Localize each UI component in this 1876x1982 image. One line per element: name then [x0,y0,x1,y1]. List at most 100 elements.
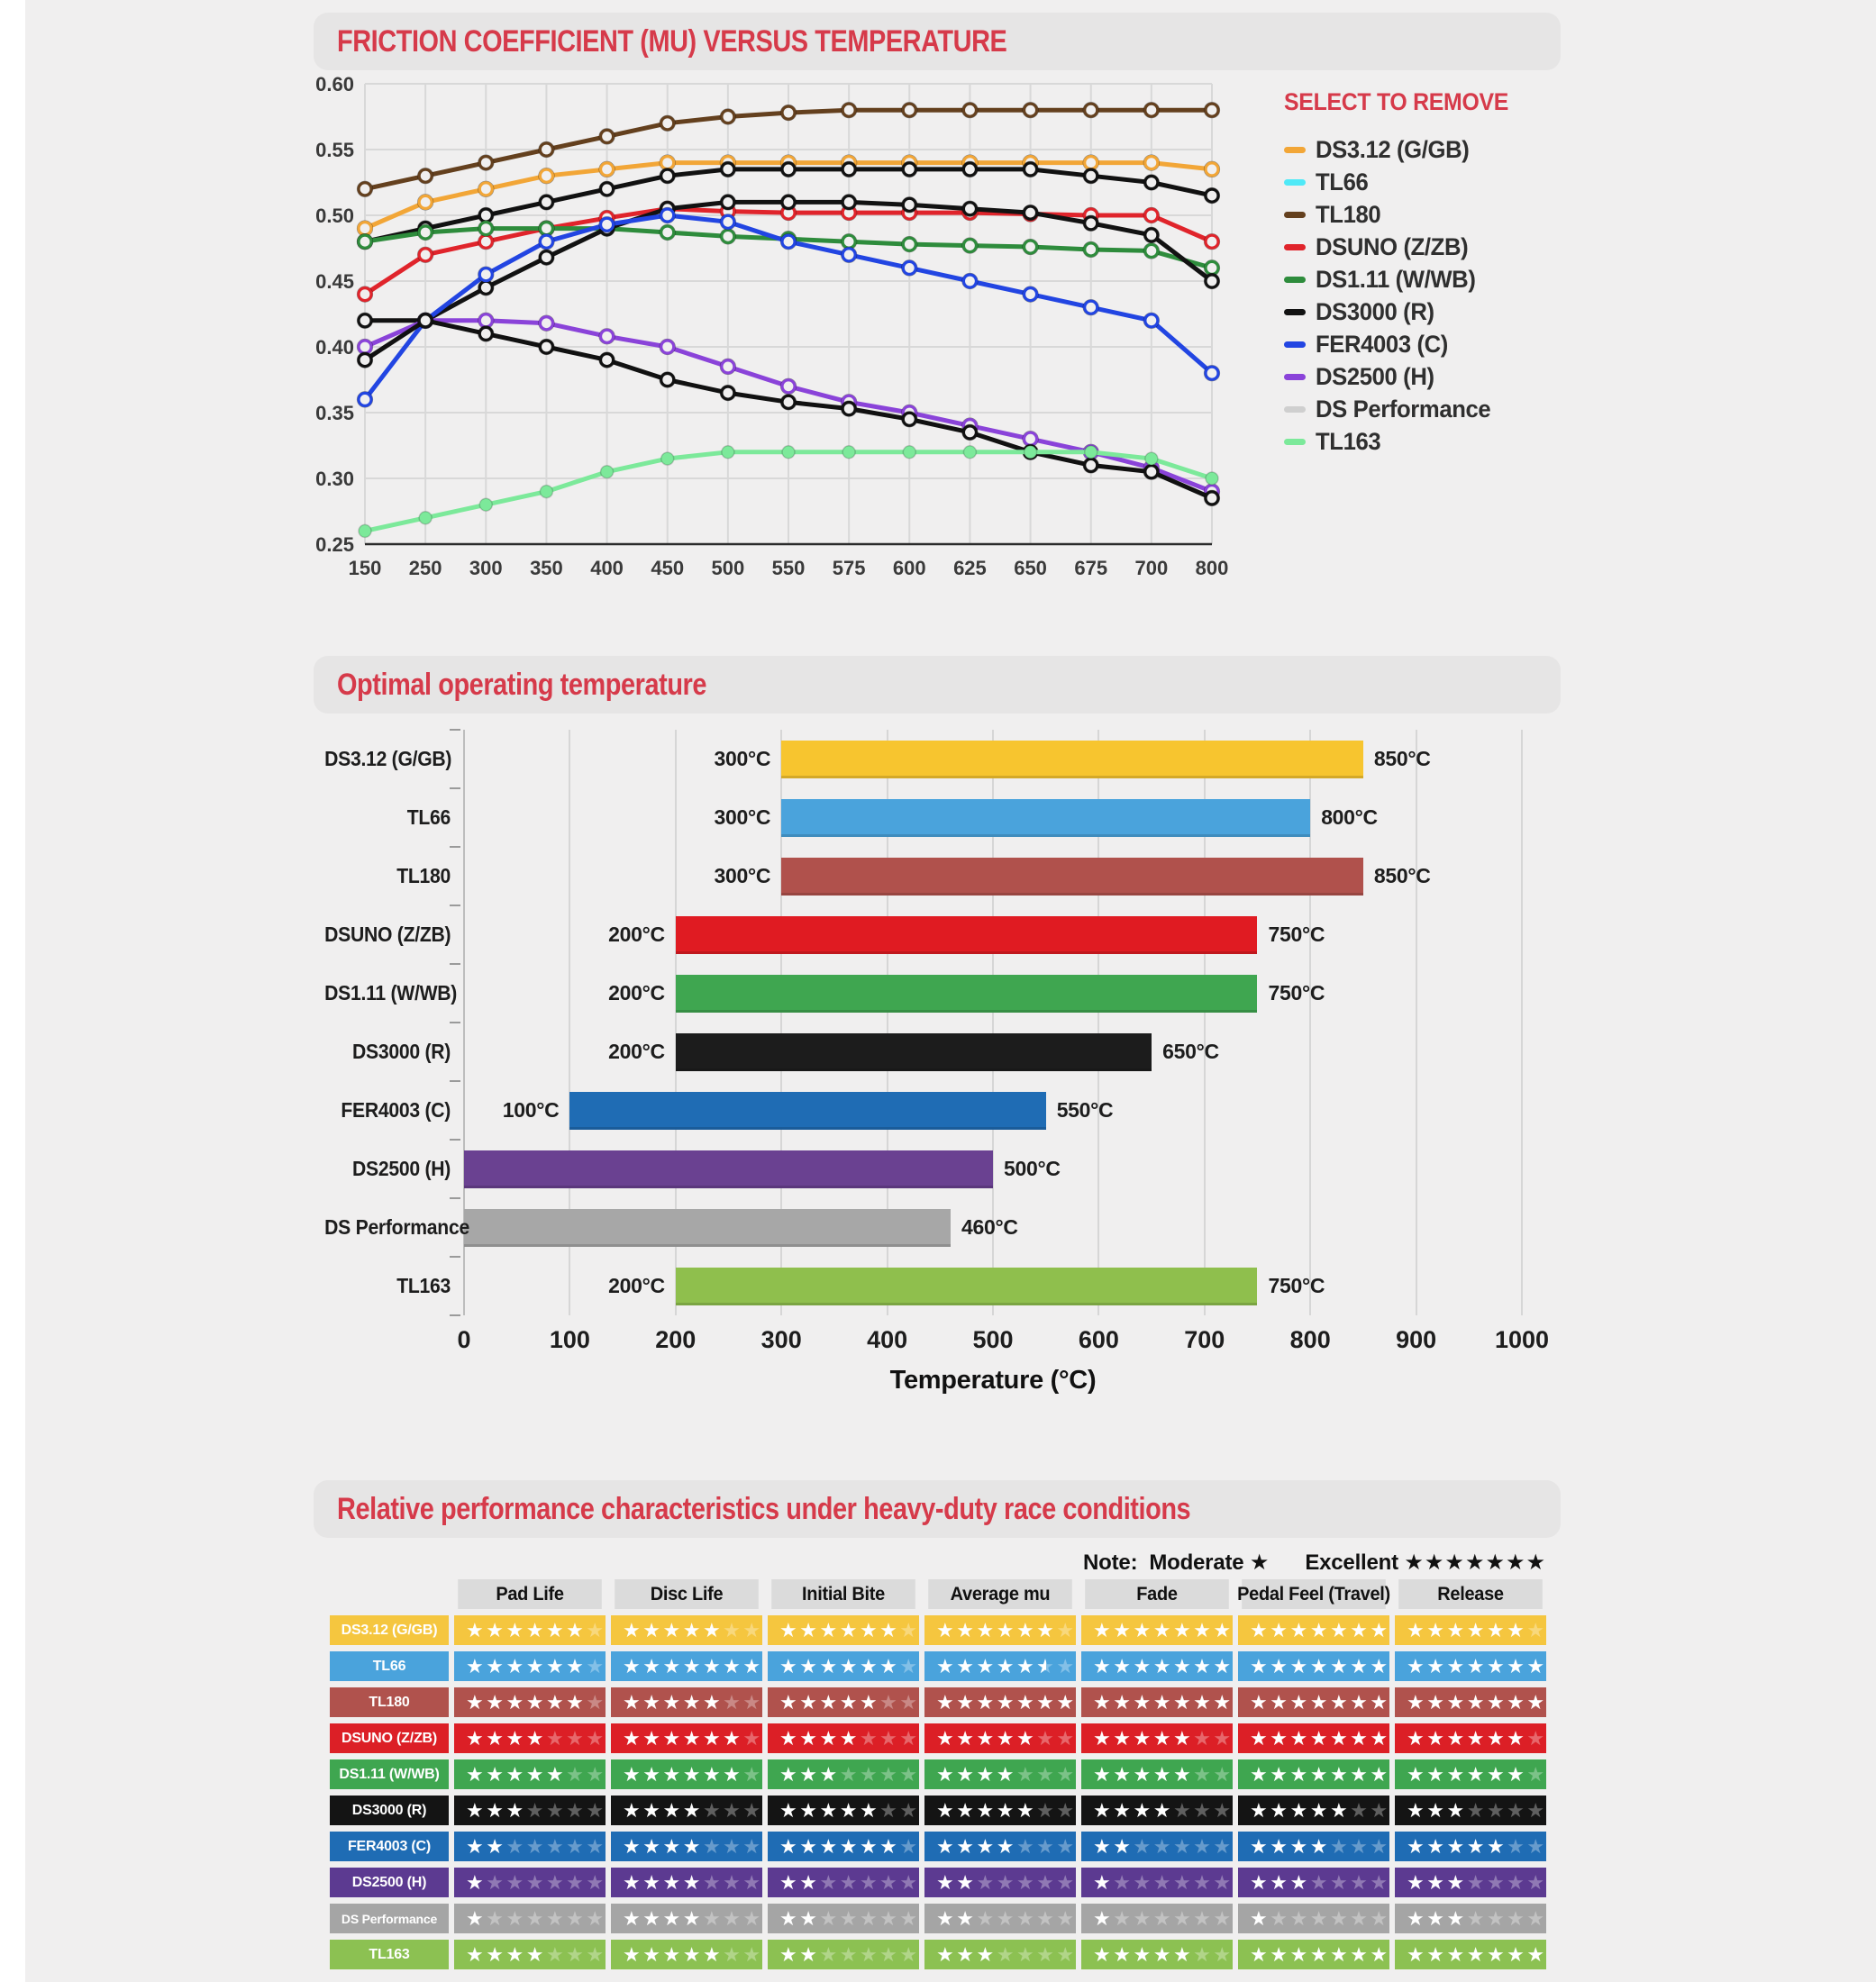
star-icon: ★ [1213,1690,1232,1714]
rating-cell-TL66-Release: ★ ★ ★ ★ ★ ★ ★ [1395,1651,1546,1681]
x-tick-label: 625 [953,557,987,579]
x-tick-label: 450 [651,557,684,579]
star-icon: ★ [642,1834,660,1858]
star-icon: ★ [702,1618,721,1641]
star-icon: ★ [1446,1618,1465,1641]
star-icon: ★ [742,1870,761,1894]
star-icon: ★ [466,1762,484,1786]
bar-gridline [569,730,571,1315]
rating-cell-TL66-Pad Life: ★ ★ ★ ★ ★ ★ ★ [454,1651,606,1681]
star-icon: ★ [525,1762,544,1786]
star-icon: ★ [996,1726,1015,1750]
star-icon: ★ [505,1870,524,1894]
legend-item-DS3000 (R)[interactable]: DS3000 (R) [1284,297,1581,325]
legend-item-label: DS3000 (R) [1316,297,1434,325]
legend-item-FER4003 (C)[interactable]: FER4003 (C) [1284,331,1581,358]
star-icon: ★ [525,1834,544,1858]
star-icon: ★ [1407,1726,1425,1750]
star-icon: ★ [1526,1798,1545,1822]
star-icon: ★ [1446,1690,1465,1714]
star-icon: ★ [623,1762,641,1786]
rating-scale-note: Note: Moderate ★ Excellent ★★★★★★★ [1083,1550,1546,1576]
rating-cell-FER4003 (C)-Pad Life: ★ ★ ★ ★ ★ ★ ★ [454,1832,606,1861]
star-icon: ★ [1213,1906,1232,1930]
bar-y-tick [450,729,460,731]
bar-end-value: 550°C [1056,1097,1114,1122]
legend-item-DS3.12 (G/GB)[interactable]: DS3.12 (G/GB) [1284,136,1581,163]
rating-cell-TL180-Fade: ★ ★ ★ ★ ★ ★ ★ [1081,1687,1233,1717]
star-icon: ★ [1466,1906,1485,1930]
star-icon: ★ [486,1654,504,1677]
legend-item-TL66[interactable]: TL66 [1284,168,1581,195]
table-header-Average mu: Average mu [928,1579,1072,1609]
star-icon: ★ [1250,1726,1268,1750]
star-icon: ★ [779,1762,797,1786]
table-row-label-DS Performance: DS Performance [330,1904,449,1933]
star-icon: ★ [1350,1618,1368,1641]
star-icon: ★ [1036,1798,1054,1822]
line-chart-legend: SELECT TO REMOVE DS3.12 (G/GB) TL66 TL180 D… [1284,88,1581,462]
legend-item-TL163[interactable]: TL163 [1284,428,1581,455]
star-icon: ★ [799,1762,817,1786]
bar-x-tick-label: 400 [867,1326,908,1353]
star-icon: ★ [1093,1618,1111,1641]
rating-cell-DSUNO (Z/ZB)-Initial Bite: ★ ★ ★ ★ ★ ★ ★ [768,1723,919,1753]
bar-start-value: 300°C [714,863,771,887]
legend-item-DS1.11 (W/WB)[interactable]: DS1.11 (W/WB) [1284,266,1581,293]
legend-item-DS Performance[interactable]: DS Performance [1284,395,1581,423]
star-icon: ★ [742,1798,761,1822]
rating-cell-TL163-Pedal Feel (Travel): ★ ★ ★ ★ ★ ★ ★ [1238,1940,1389,1969]
star-icon: ★ [879,1762,897,1786]
star-icon: ★ [1507,1906,1525,1930]
star-icon: ★ [642,1726,660,1750]
legend-item-DS2500 (H)[interactable]: DS2500 (H) [1284,363,1581,390]
bar-y-tick [450,1197,460,1199]
star-icon: ★ [1329,1870,1348,1894]
star-icon: ★ [1113,1942,1131,1966]
star-icon: ★ [1172,1870,1191,1894]
star-icon: ★ [1507,1942,1525,1966]
star-icon: ★ [1056,1654,1075,1677]
star-icon: ★ [566,1618,584,1641]
star-icon: ★ [1113,1762,1131,1786]
star-icon: ★ [1446,1798,1465,1822]
bar-gridline [1415,730,1417,1315]
star-icon: ★ [1270,1870,1288,1894]
rating-cell-TL180-Pad Life: ★ ★ ★ ★ ★ ★ ★ [454,1687,606,1717]
rating-cell-DS3.12 (G/GB)-Pad Life: ★ ★ ★ ★ ★ ★ ★ [454,1615,606,1645]
rating-cell-DS3000 (R)-Release: ★ ★ ★ ★ ★ ★ ★ [1395,1796,1546,1825]
star-icon: ★ [859,1654,878,1677]
star-icon: ★ [723,1618,741,1641]
rating-cell-DS Performance-Fade: ★ ★ ★ ★ ★ ★ ★ [1081,1904,1233,1933]
star-icon: ★ [702,1654,721,1677]
star-icon: ★ [1486,1870,1505,1894]
star-icon: ★ [1056,1690,1075,1714]
star-icon: ★ [936,1942,954,1966]
legend-item-DSUNO (Z/ZB)[interactable]: DSUNO (Z/ZB) [1284,233,1581,260]
bar-y-tick [450,1256,460,1258]
note-moderate-label: Moderate [1149,1550,1244,1575]
star-icon: ★ [1015,1690,1034,1714]
legend-item-TL180[interactable]: TL180 [1284,201,1581,228]
star-icon: ★ [466,1690,484,1714]
star-icon: ★ [779,1834,797,1858]
bar-row-label: TL66 [406,805,451,829]
bar-y-tick [450,1080,460,1082]
rating-cell-DS3000 (R)-Pad Life: ★ ★ ★ ★ ★ ★ ★ [454,1796,606,1825]
star-icon: ★ [545,1870,564,1894]
legend-swatch-icon [1284,405,1306,413]
rating-cell-DS2500 (H)-Average mu: ★ ★ ★ ★ ★ ★ ★ [924,1868,1076,1897]
star-icon: ★ [505,1726,524,1750]
rating-cell-DS Performance-Release: ★ ★ ★ ★ ★ ★ ★ [1395,1904,1546,1933]
rating-cell-TL66-Fade: ★ ★ ★ ★ ★ ★ ★ [1081,1651,1233,1681]
rating-cell-TL66-Average mu: ★ ★ ★ ★ ★ ★ ★ ★ [924,1651,1076,1681]
rating-cell-DS3.12 (G/GB)-Average mu: ★ ★ ★ ★ ★ ★ ★ [924,1615,1076,1645]
star-icon: ★ [702,1870,721,1894]
star-icon: ★ [1250,1834,1268,1858]
star-icon: ★ [1466,1870,1485,1894]
rating-cell-DS3.12 (G/GB)-Release: ★ ★ ★ ★ ★ ★ ★ [1395,1615,1546,1645]
star-icon: ★ [1113,1690,1131,1714]
star-icon: ★ [936,1726,954,1750]
y-tick-label: 0.25 [315,533,354,556]
star-icon: ★ [899,1618,918,1641]
